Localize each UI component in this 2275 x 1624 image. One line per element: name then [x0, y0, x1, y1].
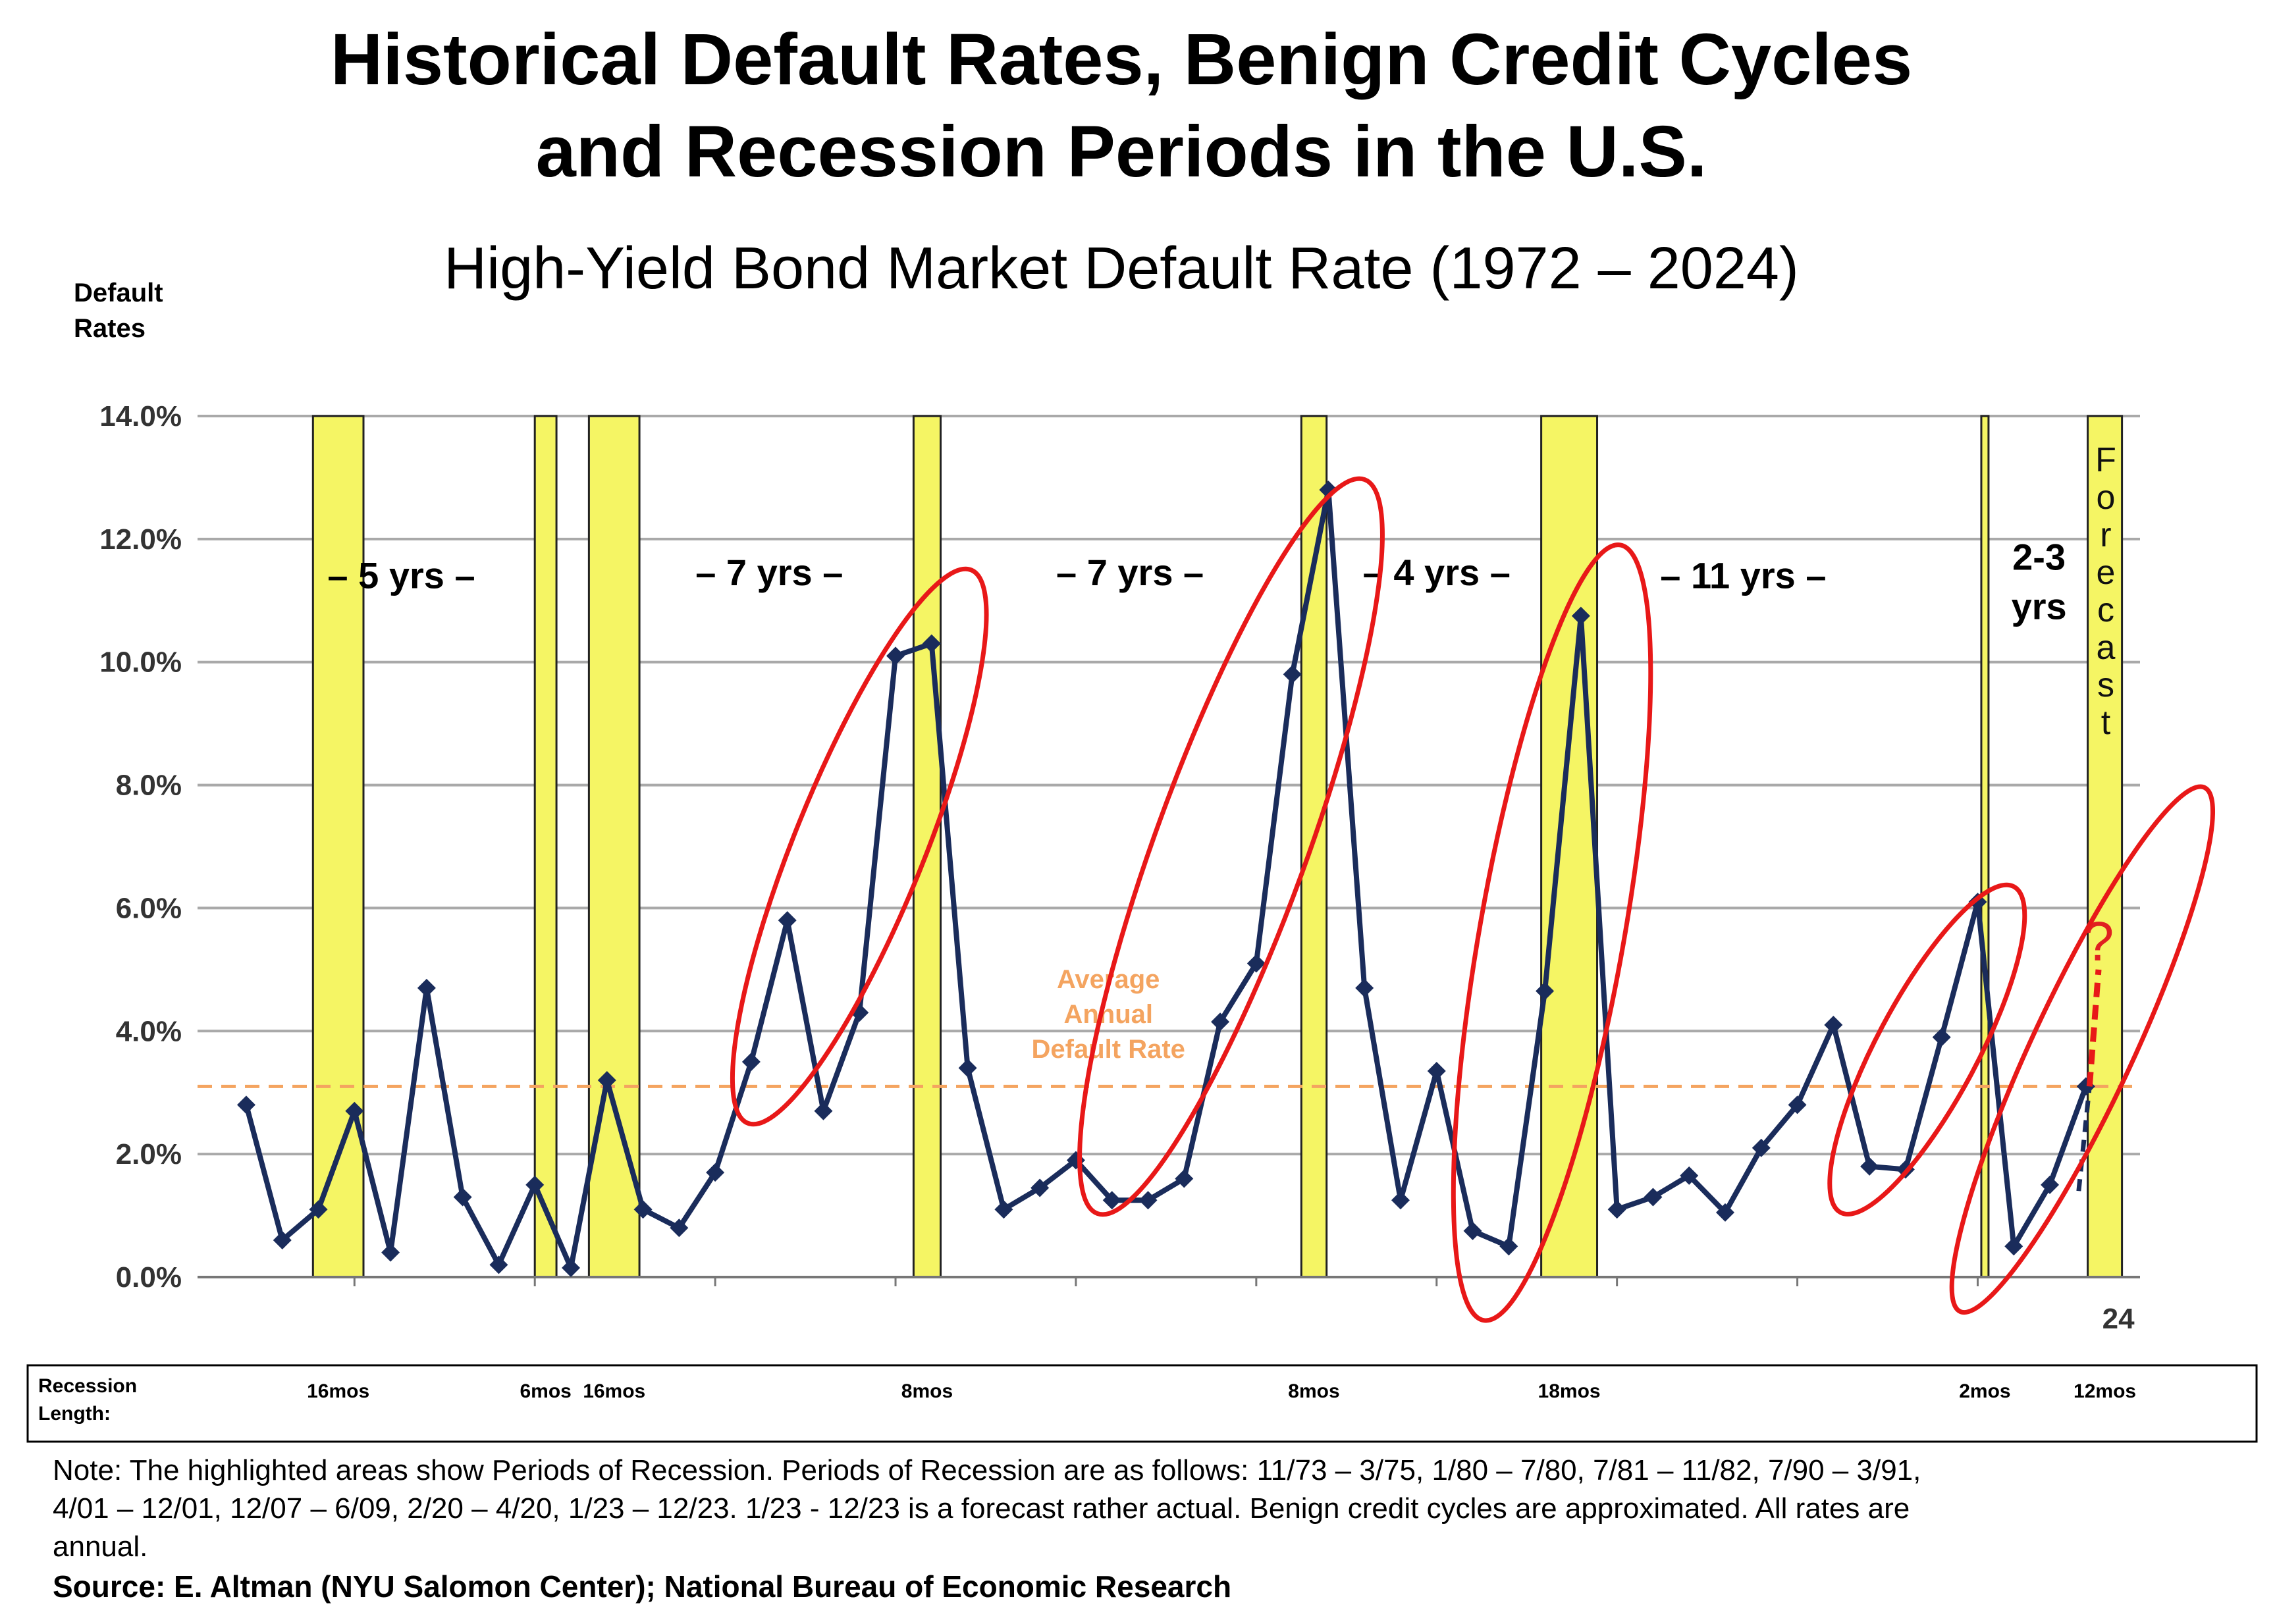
data-point [1283, 665, 1302, 683]
data-point [1391, 1191, 1410, 1209]
y-tick-label: 2.0% [116, 1138, 182, 1170]
benign-cycle-label: 2-3 [2012, 537, 2066, 578]
forecast-letter: F [2095, 441, 2116, 479]
data-point [237, 1095, 255, 1114]
forecast-letter: t [2101, 704, 2111, 742]
data-point [959, 1059, 977, 1077]
recession-lengths: 16mos 6mos 16mos 8mos 8mos 18mos 2mos 12mos [307, 1380, 2136, 1402]
forecast-letter: c [2097, 591, 2114, 629]
recession-length-label: 6mos [520, 1380, 571, 1402]
y-tick-label: 4.0% [116, 1015, 182, 1047]
forecast-letter: o [2096, 479, 2115, 517]
recession-length-label: 8mos [901, 1380, 953, 1402]
recession-length-label: 16mos [307, 1380, 369, 1402]
average-rate-label: Default Rate [1032, 1035, 1185, 1064]
data-point [1860, 1157, 1879, 1176]
recession-bar [1301, 416, 1326, 1277]
forecast-letter: e [2096, 554, 2115, 592]
recession-length-label: 2mos [1959, 1380, 2010, 1402]
recession-bar [1541, 416, 1597, 1277]
recession-length-label: 16mos [583, 1380, 645, 1402]
default-rate-line [246, 490, 2086, 1268]
data-point [1355, 979, 1374, 997]
benign-cycle-label: – 11 yrs – [1660, 555, 1826, 596]
benign-cycle-label: – 5 yrs – [327, 555, 475, 596]
recession-row-box [28, 1365, 2257, 1442]
forecast-question-mark: ? [2083, 910, 2114, 972]
data-point [742, 1053, 761, 1071]
data-point [1499, 1237, 1518, 1255]
recession-row-label-line1: Recession [38, 1375, 137, 1397]
average-rate-label: Annual [1063, 1000, 1153, 1029]
plot-area: 0.0%2.0%4.0%6.0%8.0%10.0%12.0%14.0%24Ave… [99, 400, 2250, 1335]
benign-cycle-label: – 7 yrs – [695, 552, 843, 593]
note-line2: 4/01 – 12/01, 12/07 – 6/09, 2/20 – 4/20,… [53, 1492, 1910, 1525]
benign-cycle-label: yrs [2012, 585, 2067, 627]
benign-cycle-label: – 7 yrs – [1056, 552, 1204, 593]
y-tick-label: 10.0% [99, 646, 182, 679]
data-point [778, 911, 797, 930]
recession-bar [535, 416, 556, 1277]
forecast-letter: s [2097, 666, 2114, 704]
chart-title-line2: and Recession Periods in the U.S. [536, 111, 1707, 192]
highlight-ellipse [687, 546, 1031, 1147]
data-point [489, 1255, 508, 1274]
data-point [562, 1259, 580, 1277]
data-point [381, 1244, 400, 1262]
y-tick-label: 8.0% [116, 770, 182, 802]
data-point [454, 1188, 472, 1207]
recession-length-label: 8mos [1288, 1380, 1339, 1402]
forecast-letter: r [2100, 516, 2111, 554]
chart: Historical Default Rates, Benign Credit … [0, 0, 2275, 1624]
benign-cycle-label: – 4 yrs – [1363, 552, 1511, 593]
y-tick-label: 6.0% [116, 892, 182, 924]
highlight-ellipse [1914, 766, 2250, 1333]
y-tick-label: 14.0% [99, 400, 182, 432]
highlight-ellipse [1796, 863, 2058, 1236]
data-point [1608, 1200, 1626, 1218]
y-axis-label-line1: Default [74, 278, 163, 307]
recession-row-label-line2: Length: [38, 1403, 111, 1425]
x-tick-label: 24 [2102, 1303, 2135, 1335]
note-line3: annual. [53, 1531, 147, 1563]
data-point [1428, 1062, 1446, 1080]
data-point [417, 979, 436, 997]
y-axis-label-line2: Rates [74, 314, 146, 343]
y-tick-label: 12.0% [99, 523, 182, 556]
data-point [1464, 1222, 1482, 1240]
data-point [814, 1102, 832, 1120]
source-text: Source: E. Altman (NYU Salomon Center); … [53, 1569, 1231, 1604]
note-line1: Note: The highlighted areas show Periods… [53, 1454, 1921, 1486]
forecast-letter: a [2096, 629, 2115, 667]
recession-length-label: 12mos [2074, 1380, 2136, 1402]
recession-length-label: 18mos [1538, 1380, 1601, 1402]
chart-subtitle: High-Yield Bond Market Default Rate (197… [444, 236, 1799, 301]
chart-title-line1: Historical Default Rates, Benign Credit … [331, 19, 1912, 100]
y-tick-label: 0.0% [116, 1261, 182, 1294]
